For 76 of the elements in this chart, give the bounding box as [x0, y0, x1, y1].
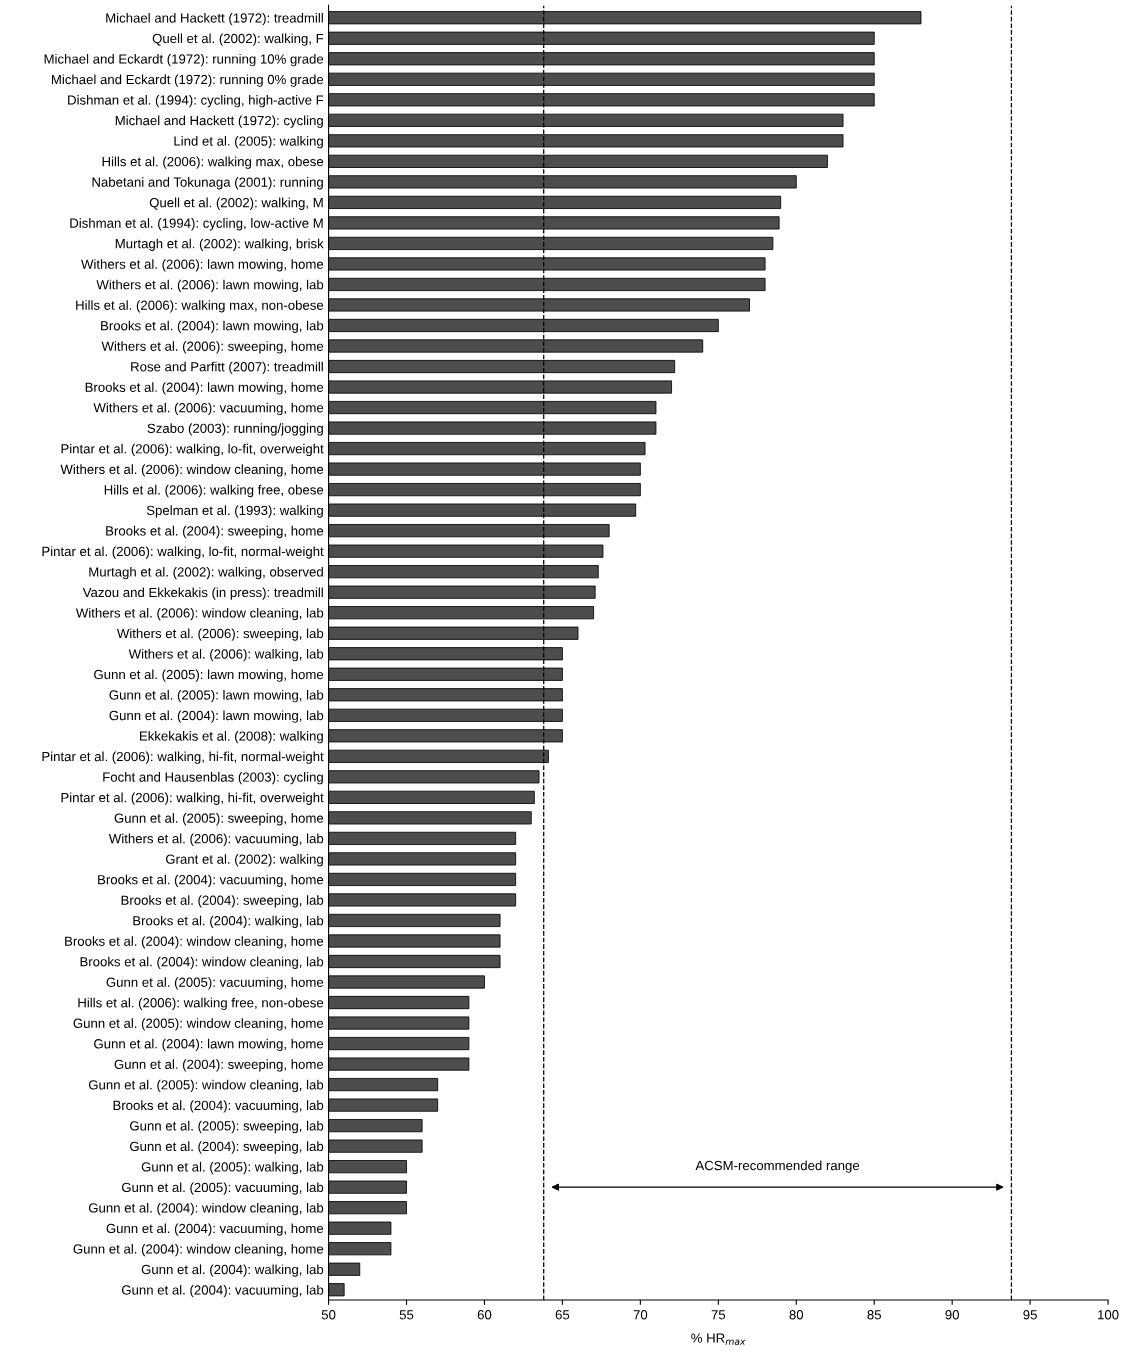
y-tick-label: Brooks et al. (2004): sweeping, home — [106, 525, 324, 539]
y-tick-label: Gunn et al. (2004): vacuuming, home — [106, 1223, 324, 1236]
y-tick-label: Withers et al. (2006): window cleaning, lab — [75, 607, 324, 621]
y-tick-label: Quell et al. (2002): walking, M — [149, 197, 323, 210]
y-tick-label: Quell et al. (2002): walking, F — [152, 33, 324, 46]
x-tick-label: 80 — [789, 1310, 804, 1320]
y-tick-label: Pintar et al. (2006): walking, lo-fit, normal-weight — [42, 546, 324, 559]
y-tick-label: Gunn et al. (2005): walking, lab — [141, 1161, 324, 1175]
x-tick-label: 90 — [945, 1310, 959, 1320]
y-tick-label: Vazou and Ekkekakis (in press): treadmill — [82, 587, 323, 600]
y-tick-label: Gunn et al. (2005): vacuuming, lab — [121, 1182, 324, 1195]
y-tick-label: Gunn et al. (2005): sweeping, home — [114, 813, 324, 826]
y-tick-label: Brooks et al. (2004): lawn mowing, lab — [101, 320, 324, 333]
y-tick-label: Murtagh et al. (2002): walking, observed — [89, 566, 323, 580]
x-tick-label: 55 — [399, 1310, 414, 1320]
y-tick-label: Michael and Hackett (1972): treadmill — [106, 12, 323, 26]
y-tick-label: Hills et al. (2006): walking free, obese — [104, 484, 324, 498]
y-tick-label: Hills et al. (2006): walking free, non-obese — [78, 997, 324, 1011]
y-tick-label: Gunn et al. (2005): sweeping, lab — [130, 1120, 324, 1134]
y-tick-label: Lind et al. (2005): walking — [174, 136, 323, 149]
y-tick-label: Gunn et al. (2004): lawn mowing, home — [94, 1038, 324, 1052]
y-tick-label: Michael and Hackett (1972): cycling — [115, 115, 323, 128]
y-tick-label: Gunn et al. (2004): vacuuming, lab — [121, 1284, 324, 1298]
y-tick-label: Brooks et al. (2004): lawn mowing, home — [85, 382, 324, 395]
y-tick-label: Hills et al. (2006): walking max, non-obese — [76, 300, 324, 313]
y-tick-label: Gunn et al. (2005): window cleaning, home — [73, 1018, 324, 1031]
y-tick-label: Nabetani and Tokunaga (2001): running — [92, 177, 323, 190]
y-tick-label: Gunn et al. (2004): walking, lab — [141, 1264, 324, 1277]
y-tick-label: Pintar et al. (2006): walking, hi-fit, normal-weight — [42, 751, 324, 764]
y-tick-label: Gunn et al. (2005): window cleaning, lab — [88, 1079, 324, 1093]
y-tick-label: Withers et al. (2006): walking, lab — [128, 648, 324, 662]
y-tick-label: Withers et al. (2006): window cleaning, home — [60, 464, 324, 477]
y-tick-label: Dishman et al. (1994): cycling, low-active M — [70, 218, 323, 231]
annotation: ACSM-recommended range — [695, 1160, 860, 1173]
y-tick-label: Gunn et al. (2004): sweeping, home — [114, 1059, 324, 1072]
x-tick-label: 65 — [555, 1310, 570, 1320]
y-tick-label: Dishman et al. (1994): cycling, high-active F — [68, 95, 324, 108]
x-tick-label: 50 — [321, 1310, 336, 1320]
x-tick-label: 95 — [1023, 1310, 1037, 1320]
x-tick-label: 70 — [633, 1310, 648, 1320]
y-tick-label: Brooks et al. (2004): walking, lab — [133, 915, 324, 928]
y-tick-label: Gunn et al. (2004): sweeping, lab — [130, 1141, 324, 1154]
x-axis-title: % HR$_{max}$ — [691, 1333, 746, 1345]
y-tick-label: Withers et al. (2006): sweeping, home — [101, 341, 324, 354]
y-tick-label: Gunn et al. (2005): lawn mowing, home — [94, 669, 324, 682]
x-tick-label: 75 — [711, 1310, 726, 1320]
x-tick-label: 100 — [1098, 1310, 1119, 1320]
y-tick-label: Rose and Parfitt (2007): treadmill — [131, 361, 323, 375]
y-tick-label: Withers et al. (2006): lawn mowing, home — [81, 259, 324, 272]
y-tick-label: Ekkekakis et al. (2008): walking — [139, 731, 323, 744]
y-tick-label: Gunn et al. (2005): vacuuming, home — [106, 977, 324, 990]
y-tick-label: Pintar et al. (2006): walking, hi-fit, overweight — [61, 792, 324, 805]
y-tick-label: Gunn et al. (2004): lawn mowing, lab — [109, 710, 324, 723]
y-tick-label: Withers et al. (2006): vacuuming, lab — [108, 833, 324, 846]
y-tick-label: Withers et al. (2006): vacuuming, home — [93, 402, 324, 416]
y-tick-label: Focht and Hausenblas (2003): cycling — [103, 772, 323, 785]
y-tick-label: Grant et al. (2002): walking — [165, 854, 323, 867]
y-tick-label: Murtagh et al. (2002): walking, brisk — [115, 238, 324, 251]
y-tick-label: Brooks et al. (2004): sweeping, lab — [121, 895, 324, 908]
x-tick-label: 60 — [477, 1310, 492, 1320]
y-tick-label: Michael and Eckardt (1972): running 10% grade — [44, 53, 324, 67]
y-tick-label: Hills et al. (2006): walking max, obese — [102, 156, 324, 169]
y-tick-label: Gunn et al. (2004): window cleaning, lab — [88, 1202, 324, 1216]
y-tick-label: Gunn et al. (2005): lawn mowing, lab — [109, 689, 324, 703]
y-tick-label: Brooks et al. (2004): vacuuming, lab — [113, 1100, 324, 1113]
y-tick-label: Withers et al. (2006): sweeping, lab — [116, 628, 324, 641]
y-tick-label: Gunn et al. (2004): window cleaning, home — [73, 1243, 324, 1257]
y-tick-label: Michael and Eckardt (1972): running 0% grade — [51, 74, 324, 87]
y-tick-label: Withers et al. (2006): lawn mowing, lab — [96, 279, 324, 292]
y-tick-label: Spelman et al. (1993): walking — [146, 505, 323, 518]
y-tick-label: Brooks et al. (2004): window cleaning, home — [65, 936, 324, 949]
y-tick-label: Brooks et al. (2004): window cleaning, lab — [80, 956, 324, 970]
y-tick-label: Szabo (2003): running/jogging — [147, 423, 323, 436]
x-tick-label: 85 — [867, 1310, 882, 1320]
y-tick-label: Pintar et al. (2006): walking, lo-fit, overweight — [61, 443, 324, 457]
y-tick-label: Brooks et al. (2004): vacuuming, home — [98, 874, 324, 887]
